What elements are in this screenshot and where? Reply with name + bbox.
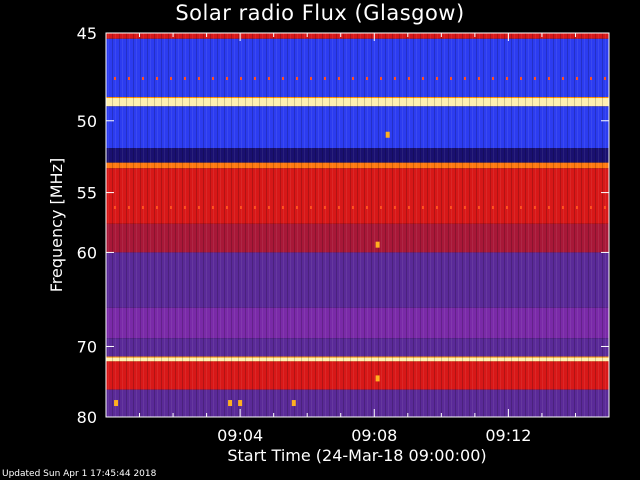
burst-mark <box>114 400 119 407</box>
burst-mark <box>291 400 296 407</box>
chart-title: Solar radio Flux (Glasgow) <box>175 1 465 25</box>
y-tick-label: 55 <box>77 184 97 203</box>
y-tick-label: 45 <box>77 24 97 43</box>
burst-mark <box>375 375 380 382</box>
burst-mark <box>385 131 390 138</box>
burst-mark <box>375 241 380 248</box>
y-tick-label: 60 <box>77 243 97 262</box>
y-tick-label: 50 <box>77 112 97 131</box>
dot-row <box>106 206 609 209</box>
updated-timestamp: Updated Sun Apr 1 17:45:44 2018 <box>2 469 157 479</box>
burst-marks <box>114 131 390 407</box>
y-axis-label: Frequency [MHz] <box>47 158 66 292</box>
x-tick-label: 09:08 <box>351 426 397 445</box>
plot-frame <box>105 32 610 418</box>
y-tick-label: 70 <box>77 337 97 356</box>
x-axis: 09:04 09:08 09:12 <box>139 33 576 445</box>
x-axis-label: Start Time (24-Mar-18 09:00:00) <box>227 446 486 465</box>
burst-mark <box>228 400 233 407</box>
y-tick-label: 80 <box>77 408 97 427</box>
y-axis: 45 50 55 60 70 80 <box>77 24 609 427</box>
burst-mark <box>238 400 243 407</box>
texture-overlay <box>106 33 609 417</box>
x-tick-label: 09:12 <box>485 426 531 445</box>
dot-row <box>106 77 609 80</box>
x-tick-label: 09:04 <box>217 426 263 445</box>
